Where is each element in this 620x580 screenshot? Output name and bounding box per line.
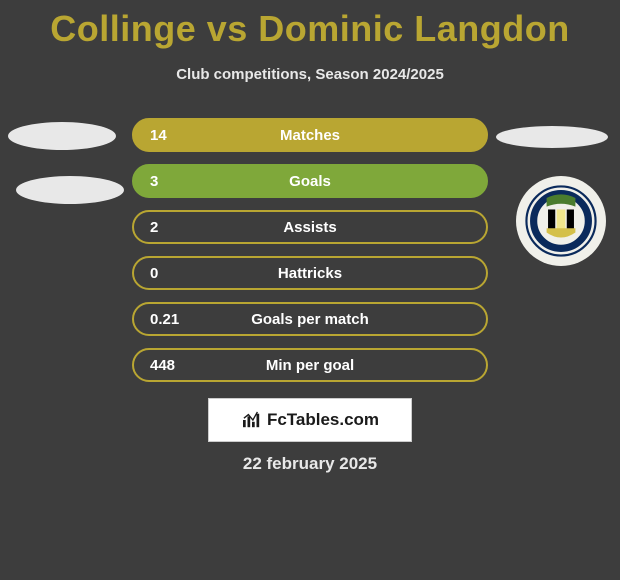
fctables-watermark: FcTables.com: [208, 398, 412, 442]
player-right-badge-1: [496, 126, 608, 148]
crest-icon: [525, 185, 597, 257]
stat-label: Goals: [134, 173, 486, 190]
stat-bar: 0.21Goals per match: [132, 302, 488, 336]
page-title: Collinge vs Dominic Langdon: [0, 0, 620, 50]
player-left-badge-2: [16, 176, 124, 204]
stat-label: Goals per match: [134, 311, 486, 328]
snapshot-date: 22 february 2025: [0, 454, 620, 474]
stat-bar: 14Matches: [132, 118, 488, 152]
fctables-label: FcTables.com: [267, 410, 379, 430]
stat-bar: 3Goals: [132, 164, 488, 198]
stat-bar: 448Min per goal: [132, 348, 488, 382]
stat-bar: 2Assists: [132, 210, 488, 244]
page-subtitle: Club competitions, Season 2024/2025: [0, 66, 620, 83]
stat-label: Hattricks: [134, 265, 486, 282]
stat-label: Assists: [134, 219, 486, 236]
chart-icon: [241, 411, 263, 429]
stat-label: Min per goal: [134, 357, 486, 374]
stats-column: 14Matches 3Goals 2Assists 0Hattricks 0.21Goa…: [132, 118, 488, 394]
stat-bar: 0Hattricks: [132, 256, 488, 290]
stat-label: Matches: [134, 127, 486, 144]
club-crest: [516, 176, 606, 266]
player-left-badge-1: [8, 122, 116, 150]
